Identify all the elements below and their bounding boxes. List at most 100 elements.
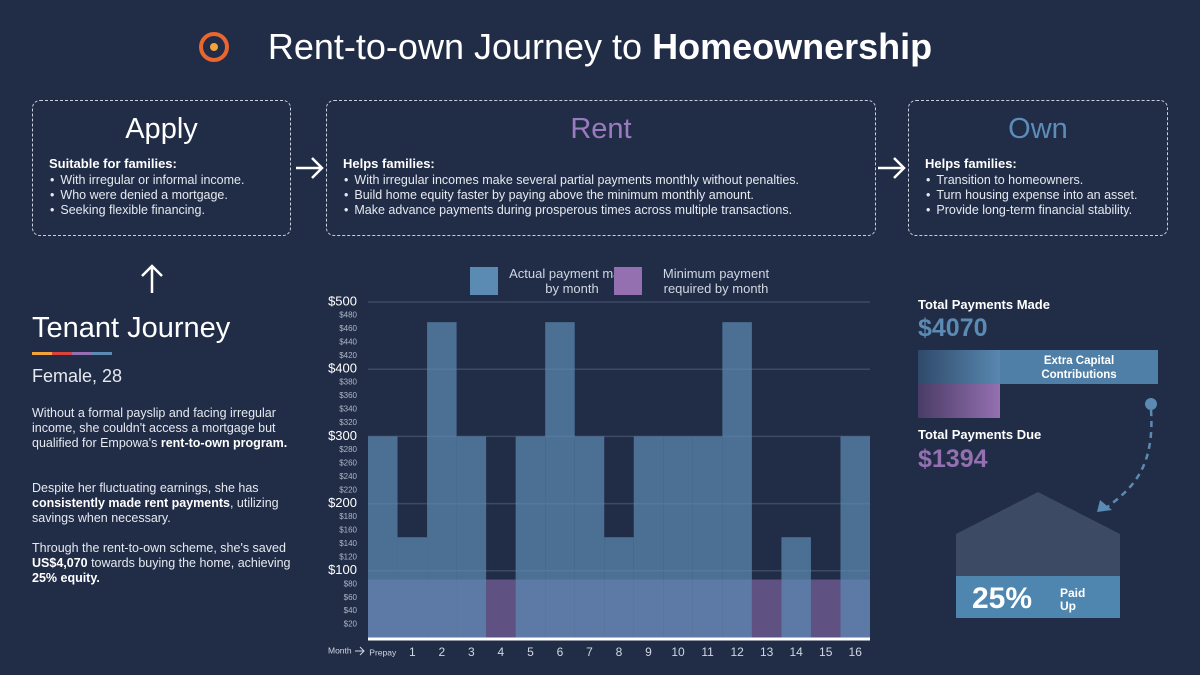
equity-band [956, 576, 1120, 618]
stripe [32, 352, 52, 355]
due-bar [918, 384, 1000, 418]
y-tick-label: $440 [339, 337, 357, 346]
bar [456, 436, 487, 638]
paragraph: Through the rent-to-own scheme, she's sa… [32, 541, 294, 586]
stage-item: With irregular incomes make several part… [354, 173, 859, 188]
y-tick-label: $220 [339, 485, 357, 494]
chart: $20 $40 $60 $80 $100$120 $140 $160 $180 $200$220… [328, 293, 870, 659]
bar [810, 579, 841, 638]
logo-dot [210, 43, 218, 51]
arrow [296, 157, 324, 179]
logo-ring [199, 32, 229, 62]
x-tick-label: 5 [527, 645, 534, 659]
bar [633, 436, 664, 638]
text-segment: , utilizing savings when necessary. [32, 496, 279, 525]
stripe [52, 352, 72, 355]
logo [199, 32, 229, 62]
bar [751, 579, 782, 638]
x-tick-label: 12 [730, 645, 744, 659]
legend-swatch [470, 267, 498, 295]
equity-label: Paid Up [1060, 586, 1085, 613]
stage-box: Apply Suitable for families: With irregula… [32, 100, 291, 236]
connector-dot [1145, 398, 1157, 410]
y-tick-label: $100 [328, 562, 357, 577]
paragraph: Despite her fluctuating earnings, she ha… [32, 481, 294, 526]
y-tick-label: $160 [339, 526, 357, 535]
stripe [72, 352, 92, 355]
y-tick-label: $460 [339, 324, 357, 333]
bar [722, 322, 752, 638]
stripe [92, 352, 112, 355]
text-segment: Through the rent-to-own scheme, she's sa… [32, 541, 286, 555]
stage-item: Turn housing expense into an asset. [936, 188, 1151, 203]
y-tick-label: $400 [328, 361, 357, 376]
bar [515, 436, 546, 638]
stage-title: Rent [570, 113, 632, 145]
stage-item: Transition to homeowners. [936, 173, 1151, 188]
text-segment: consistently made rent payments [32, 496, 230, 510]
due-label: Total Payments Due [918, 427, 1042, 442]
y-tick-label: $500 [328, 293, 357, 308]
arrows [141, 157, 906, 293]
x-tick-label: 4 [498, 645, 505, 659]
x-tick-label: 10 [671, 645, 685, 659]
legend-swatch [614, 267, 642, 295]
text-segment: rent-to-own program. [160, 436, 288, 450]
text-segment: 25% equity. [32, 571, 100, 585]
underline [32, 352, 112, 355]
x-tick-label: 8 [616, 645, 623, 659]
equity-value: 25% [972, 582, 1032, 615]
x-tick-label: 16 [849, 645, 863, 659]
x-tick-label: Prepay [369, 647, 397, 657]
y-tick-label: $480 [339, 311, 357, 320]
legend-item: Minimum payment required by month [614, 266, 782, 296]
stage-list: With irregular or informal income.Who we… [49, 173, 274, 218]
stage-item: Build home equity faster by paying above… [354, 188, 859, 203]
arrow [141, 264, 163, 293]
y-tick-label: $420 [339, 351, 357, 360]
legend-item: Actual payment made by month [470, 266, 638, 296]
bar [692, 436, 723, 638]
due-value: $1394 [918, 445, 988, 473]
bar [840, 436, 870, 638]
stage-subtitle: Helps families: [925, 156, 1017, 171]
y-tick-label: $240 [339, 472, 357, 481]
stage-item: Provide long-term financial stability. [936, 203, 1151, 218]
x-tick-label: 15 [819, 645, 833, 659]
y-tick-label: $380 [339, 378, 357, 387]
y-tick-label: $180 [339, 512, 357, 521]
x-tick-label: 7 [586, 645, 593, 659]
y-tick-label: $140 [339, 539, 357, 548]
made-label: Total Payments Made [918, 297, 1050, 312]
x-tick-label: 6 [557, 645, 564, 659]
tenant-title: Tenant Journey [32, 312, 231, 344]
bar [368, 436, 398, 638]
bar [427, 322, 457, 638]
x-tick-label: 9 [645, 645, 652, 659]
bar [486, 579, 516, 638]
stage-subtitle: Helps families: [343, 156, 435, 171]
y-tick-label: $80 [344, 579, 358, 588]
x-tick-label: 2 [438, 645, 445, 659]
y-tick-label: $120 [339, 552, 357, 561]
y-tick-label: $200 [328, 495, 357, 510]
text-segment: Despite her fluctuating earnings, she ha… [32, 481, 259, 495]
stage-list: Transition to homeowners.Turn housing ex… [925, 173, 1151, 218]
stage-item: Seeking flexible financing. [60, 203, 274, 218]
title-emphasis: Homeownership [652, 26, 933, 67]
made-bar [918, 350, 1004, 384]
x-axis-arrow [355, 646, 365, 656]
x-tick-label: 1 [409, 645, 416, 659]
bar [574, 436, 605, 638]
text-segment: Without a formal payslip and facing irre… [32, 406, 276, 450]
stage-item: Who were denied a mortgage. [60, 188, 274, 203]
extra-bar [1000, 350, 1158, 384]
bar [545, 322, 575, 638]
title: Rent-to-own Journey to Homeownership [0, 26, 1200, 68]
y-tick-label: $20 [344, 620, 358, 629]
bar [781, 537, 811, 638]
profile: Female, 28 [32, 366, 123, 386]
x-axis-label: Month [328, 645, 352, 655]
made-value: $4070 [918, 314, 988, 342]
